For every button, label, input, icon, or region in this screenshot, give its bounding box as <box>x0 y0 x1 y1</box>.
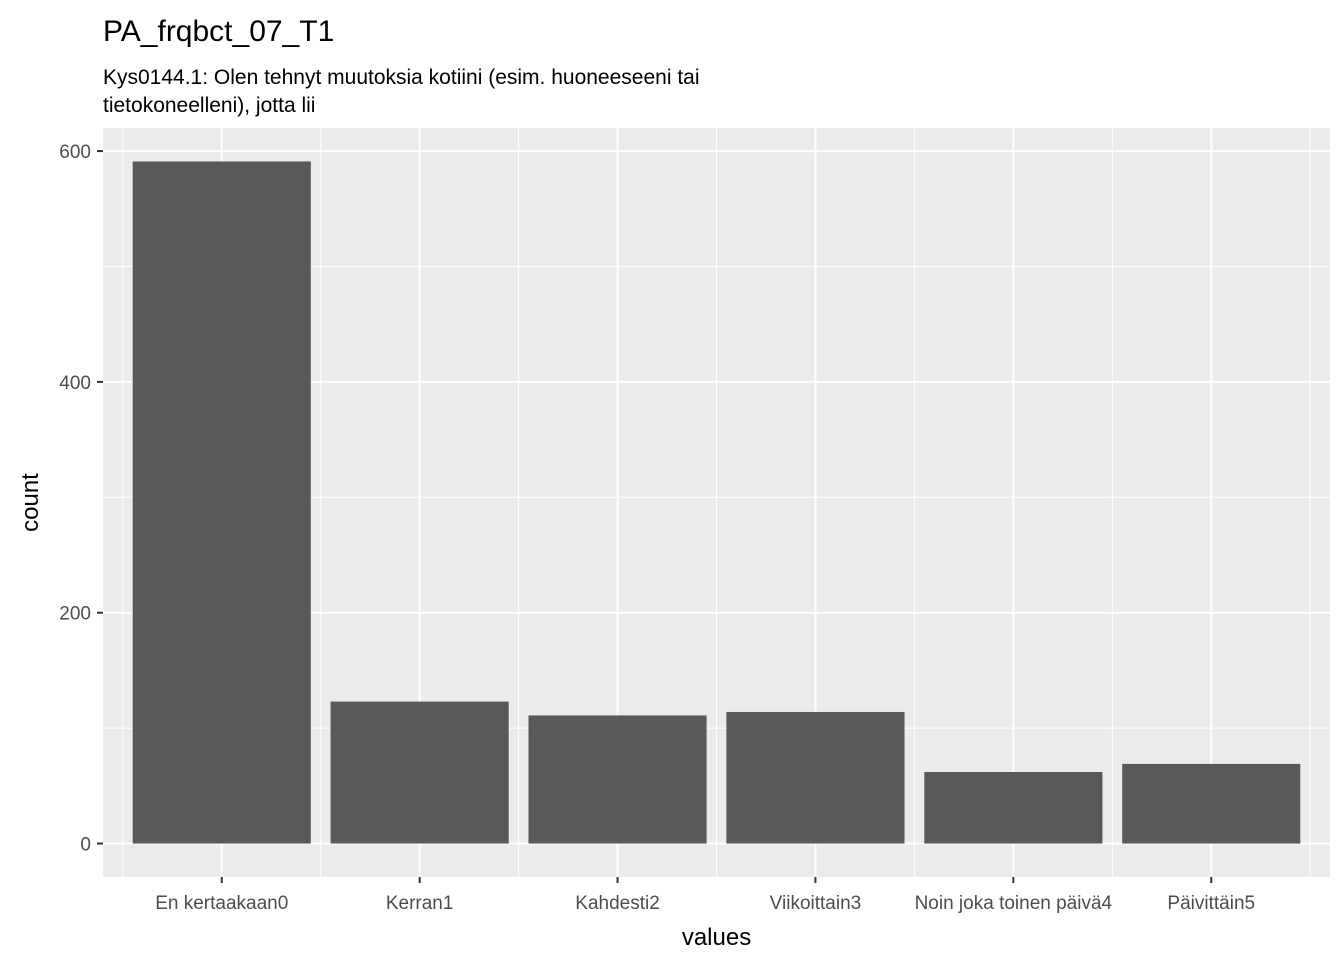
chart-subtitle-line-1: Kys0144.1: Olen tehnyt muutoksia kotiini… <box>103 66 700 89</box>
x-tick-label: Kerran1 <box>386 893 454 914</box>
x-tick-label: Noin joka toinen päivä4 <box>915 893 1113 914</box>
bars <box>132 161 1301 844</box>
bar <box>924 771 1103 844</box>
y-axis-title: count <box>17 473 44 532</box>
chart-subtitle-line-2: tietokoneelleni), jotta lii <box>103 94 315 117</box>
bar <box>330 701 509 844</box>
bar <box>528 715 707 844</box>
x-tick-label: Päivittäin5 <box>1167 893 1255 914</box>
x-axis-title: values <box>682 924 751 951</box>
y-tick-label: 600 <box>59 142 91 163</box>
x-tick-label: Viikoittain3 <box>770 893 862 914</box>
y-tick-label: 400 <box>59 373 91 394</box>
x-tick-label: Kahdesti2 <box>575 893 660 914</box>
x-axis: En kertaakaan0 Kerran1 Kahdesti2 Viikoittai… <box>155 877 1255 914</box>
bar <box>726 711 905 844</box>
x-tick-label: En kertaakaan0 <box>155 893 288 914</box>
y-axis: 0 200 400 600 <box>59 142 103 856</box>
y-tick-label: 0 <box>80 835 91 856</box>
y-tick-label: 200 <box>59 604 91 625</box>
chart-title: PA_frqbct_07_T1 <box>103 15 334 48</box>
bar <box>132 161 311 844</box>
bar <box>1122 763 1301 844</box>
